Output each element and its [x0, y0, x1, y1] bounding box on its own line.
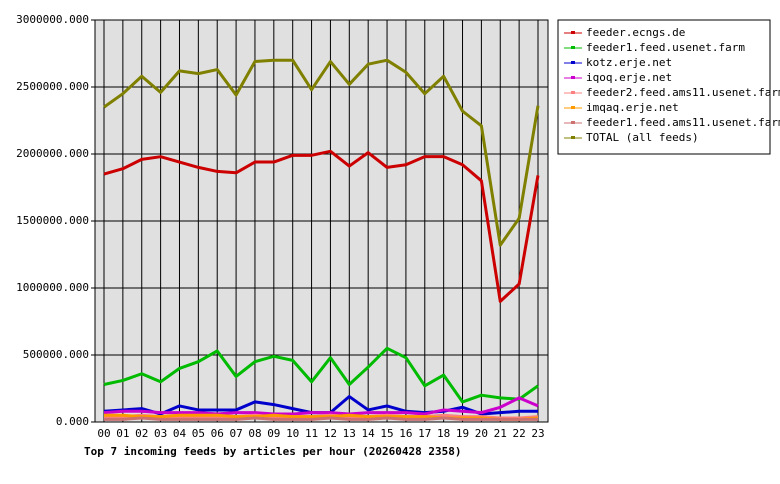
- x-tick-label: 23: [531, 427, 544, 440]
- legend-swatch-dot: [571, 136, 575, 139]
- legend-label: TOTAL (all feeds): [586, 131, 699, 144]
- x-tick-label: 06: [211, 427, 224, 440]
- x-tick-label: 03: [154, 427, 167, 440]
- x-tick-label: 04: [173, 427, 187, 440]
- x-tick-label: 02: [135, 427, 148, 440]
- y-tick-label: 1000000.000: [16, 281, 89, 294]
- legend-label: feeder.ecngs.de: [586, 26, 685, 39]
- x-tick-label: 19: [456, 427, 469, 440]
- y-tick-label: 2000000.000: [16, 147, 89, 160]
- legend-swatch-dot: [571, 31, 575, 34]
- x-tick-label: 09: [267, 427, 280, 440]
- y-tick-label: 500000.000: [23, 348, 89, 361]
- chart-title: Top 7 incoming feeds by articles per hou…: [84, 445, 462, 458]
- legend-swatch-dot: [571, 76, 575, 79]
- x-tick-label: 11: [305, 427, 318, 440]
- y-tick-label: 1500000.000: [16, 214, 89, 227]
- x-tick-label: 05: [192, 427, 205, 440]
- plot-frame: [94, 19, 549, 423]
- x-tick-label: 00: [97, 427, 110, 440]
- x-tick-label: 10: [286, 427, 299, 440]
- legend-swatch-dot: [571, 46, 575, 49]
- x-tick-label: 20: [475, 427, 488, 440]
- x-tick-label: 14: [362, 427, 376, 440]
- legend-label: iqoq.erje.net: [586, 71, 672, 84]
- series-line: [103, 346, 539, 404]
- y-tick-label: 3000000.000: [16, 13, 89, 26]
- legend-label: kotz.erje.net: [586, 56, 672, 69]
- series-line: [103, 396, 539, 416]
- x-tick-label: 18: [437, 427, 450, 440]
- legend-label: feeder2.feed.ams11.usenet.farm: [586, 86, 780, 99]
- y-tick-label: 0.000: [56, 415, 89, 428]
- x-tick-label: 08: [248, 427, 261, 440]
- x-tick-label: 21: [494, 427, 507, 440]
- legend-label: imqaq.erje.net: [586, 101, 679, 114]
- x-tick-label: 22: [513, 427, 526, 440]
- series-line: [103, 149, 540, 303]
- series-line: [103, 58, 540, 247]
- y-tick-label: 2500000.000: [16, 80, 89, 93]
- x-tick-label: 07: [229, 427, 242, 440]
- x-tick-label: 15: [380, 427, 393, 440]
- legend-swatch-dot: [571, 91, 575, 94]
- x-tick-label: 17: [418, 427, 431, 440]
- legend-box: [557, 19, 771, 155]
- x-tick-label: 13: [343, 427, 356, 440]
- legend-swatch-dot: [571, 121, 575, 124]
- x-tick-label: 12: [324, 427, 337, 440]
- x-tick-label: 01: [116, 427, 129, 440]
- legend-label: feeder1.feed.ams11.usenet.farm: [586, 116, 780, 129]
- legend-swatch-dot: [571, 106, 575, 109]
- legend-label: feeder1.feed.usenet.farm: [586, 41, 745, 54]
- x-tick-label: 16: [399, 427, 412, 440]
- series-line: [104, 416, 538, 421]
- legend-swatch-dot: [571, 61, 575, 64]
